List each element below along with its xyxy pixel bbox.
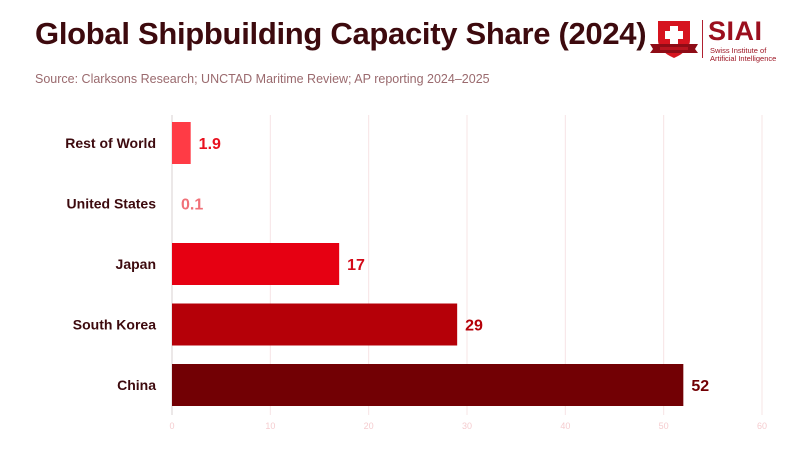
- x-tick-label: 60: [757, 421, 767, 431]
- bar: [172, 243, 340, 285]
- x-tick-label: 0: [169, 421, 174, 431]
- bars: [172, 122, 684, 406]
- x-tick-label: 10: [265, 421, 275, 431]
- category-label: Rest of World: [65, 135, 156, 151]
- x-tick-label: 30: [462, 421, 472, 431]
- category-label: United States: [67, 196, 157, 212]
- logo-wordmark: SIAI: [708, 16, 763, 46]
- category-label: Japan: [116, 256, 156, 272]
- bar: [172, 364, 684, 406]
- chart-title: Global Shipbuilding Capacity Share (2024…: [35, 16, 647, 51]
- logo-subtitle-line1: Swiss Institute of: [710, 46, 767, 55]
- value-label: 0.1: [181, 197, 203, 214]
- x-tick-label: 40: [560, 421, 570, 431]
- value-label: 17: [347, 257, 365, 274]
- logo-divider: [702, 20, 703, 58]
- x-tick-label: 50: [659, 421, 669, 431]
- value-label: 52: [691, 378, 709, 395]
- value-label: 29: [465, 318, 483, 335]
- bar: [172, 303, 458, 346]
- logo-subtitle-line2: Artificial Intelligence: [710, 54, 777, 63]
- shield-cross-icon: [650, 21, 698, 58]
- value-labels: 1.9 0.1 17 29 52: [181, 136, 709, 395]
- category-label: China: [117, 377, 156, 393]
- chart-subtitle: Source: Clarksons Research; UNCTAD Marit…: [35, 72, 490, 86]
- x-axis-ticks: 0 10 20 30 40 50 60: [169, 421, 767, 431]
- category-label: South Korea: [73, 317, 156, 333]
- x-tick-label: 20: [364, 421, 374, 431]
- value-label: 1.9: [199, 136, 221, 153]
- bar: [172, 122, 191, 164]
- category-labels: Rest of World United States Japan South Kor…: [65, 135, 156, 393]
